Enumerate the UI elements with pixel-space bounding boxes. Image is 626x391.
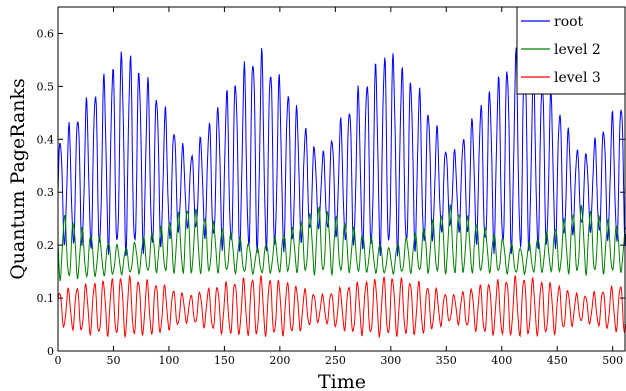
series-layer bbox=[57, 47, 626, 339]
plot-frame bbox=[57, 6, 626, 352]
x-tick-label: 100 bbox=[158, 354, 179, 367]
y-axis-ticks: 0 0.1 0.2 0.3 0.4 0.5 0.6 bbox=[37, 27, 625, 358]
x-axis-ticks: 0 50 100 150 200 250 300 350 400 450 500 bbox=[55, 7, 623, 367]
y-tick-label: 0 bbox=[47, 345, 54, 358]
legend: root level 2 level 3 bbox=[516, 6, 626, 95]
y-axis-label: Quantum PageRanks bbox=[7, 78, 29, 280]
legend-label: root bbox=[554, 14, 584, 30]
x-tick-label: 200 bbox=[269, 354, 290, 367]
x-tick-label: 500 bbox=[602, 354, 623, 367]
series-line-level-3 bbox=[57, 274, 626, 339]
x-tick-label: 400 bbox=[491, 354, 512, 367]
series-line-root bbox=[57, 47, 626, 257]
y-tick-label: 0.5 bbox=[37, 80, 55, 93]
x-tick-label: 250 bbox=[325, 354, 346, 367]
legend-label: level 3 bbox=[554, 70, 601, 86]
legend-label: level 2 bbox=[554, 42, 601, 58]
y-tick-label: 0.3 bbox=[37, 186, 55, 199]
series-line-level-2 bbox=[57, 204, 626, 282]
x-tick-label: 300 bbox=[380, 354, 401, 367]
x-tick-label: 150 bbox=[214, 354, 235, 367]
y-tick-label: 0.4 bbox=[37, 133, 55, 146]
x-tick-label: 0 bbox=[55, 354, 62, 367]
x-tick-label: 350 bbox=[436, 354, 457, 367]
x-axis-label: Time bbox=[318, 371, 366, 391]
x-tick-label: 50 bbox=[106, 354, 120, 367]
y-tick-label: 0.6 bbox=[37, 27, 55, 40]
x-tick-label: 450 bbox=[547, 354, 568, 367]
y-tick-label: 0.2 bbox=[37, 239, 55, 252]
y-tick-label: 0.1 bbox=[37, 292, 55, 305]
